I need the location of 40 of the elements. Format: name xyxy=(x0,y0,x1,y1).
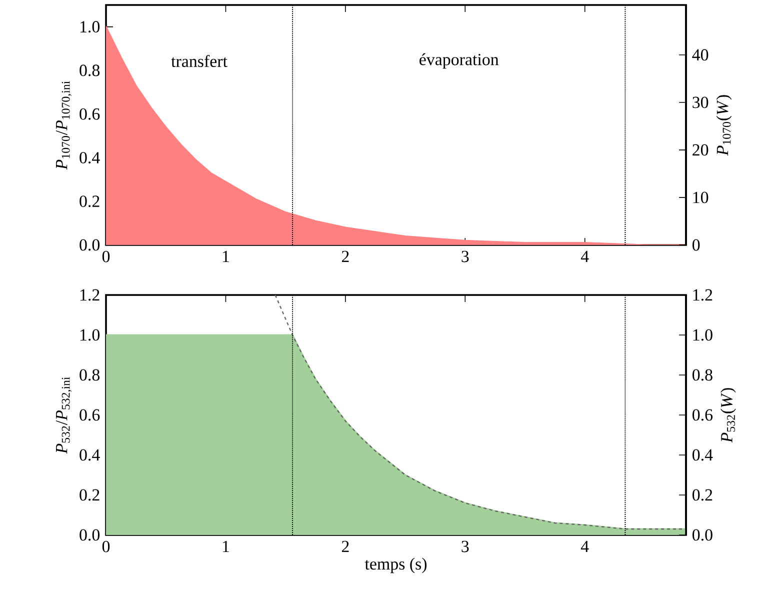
y-tick-label: 1.0 xyxy=(80,329,100,341)
x-tick-label: 1 xyxy=(222,250,229,262)
y-tick-label: 1.0 xyxy=(80,21,100,33)
y2-tick-label: 20 xyxy=(692,144,708,156)
x-tick-label: 4 xyxy=(580,250,589,262)
y2-tick-label: 0.8 xyxy=(692,369,712,381)
x-tick-label: 1 xyxy=(222,540,229,552)
y-tick-label: 0.6 xyxy=(80,409,100,421)
y2-tick-label: 1.0 xyxy=(693,329,712,341)
y-tick-label: 0.2 xyxy=(80,489,100,501)
y-tick-label: 0.8 xyxy=(80,64,100,76)
x-tick-label: 3 xyxy=(462,540,469,552)
y2-tick-label: 40 xyxy=(692,49,708,61)
annotation: évaporation xyxy=(420,53,499,69)
y-tick-label: 0.0 xyxy=(80,239,100,251)
y2-tick-label: 0.2 xyxy=(692,489,712,501)
x-tick-label: 2 xyxy=(342,250,349,262)
x-tick-label: 3 xyxy=(462,250,469,262)
y2-axis-title: P$_{532}$(W) xyxy=(720,388,736,443)
x-tick-label: 0 xyxy=(102,540,110,552)
y2-tick-label: 0 xyxy=(692,239,700,251)
y2-tick-label: 0.4 xyxy=(692,449,713,461)
y-tick-label: 0.4 xyxy=(80,152,100,164)
x-tick-label: 2 xyxy=(342,540,349,552)
annotation: transfert xyxy=(171,54,228,68)
y-tick-label: 0.6 xyxy=(80,108,100,120)
y-tick-label: 0.2 xyxy=(80,196,100,208)
y-tick-label: 1.2 xyxy=(80,289,100,301)
x-axis-title: temps (s) xyxy=(364,558,427,574)
y2-tick-label: 30 xyxy=(692,96,708,108)
y-tick-label: 0.8 xyxy=(80,369,100,381)
y-tick-label: 0.4 xyxy=(80,449,100,461)
y2-tick-label: 0.6 xyxy=(692,409,713,421)
y2-tick-label: 1.2 xyxy=(693,289,712,301)
x-tick-label: 4 xyxy=(580,540,589,552)
y2-axis-title: P$_{1070}$(W) xyxy=(716,95,732,156)
y-tick-label: 0.0 xyxy=(80,529,100,541)
y2-tick-label: 10 xyxy=(693,192,708,204)
y2-tick-label: 0.0 xyxy=(692,529,712,541)
x-tick-label: 0 xyxy=(102,250,110,262)
